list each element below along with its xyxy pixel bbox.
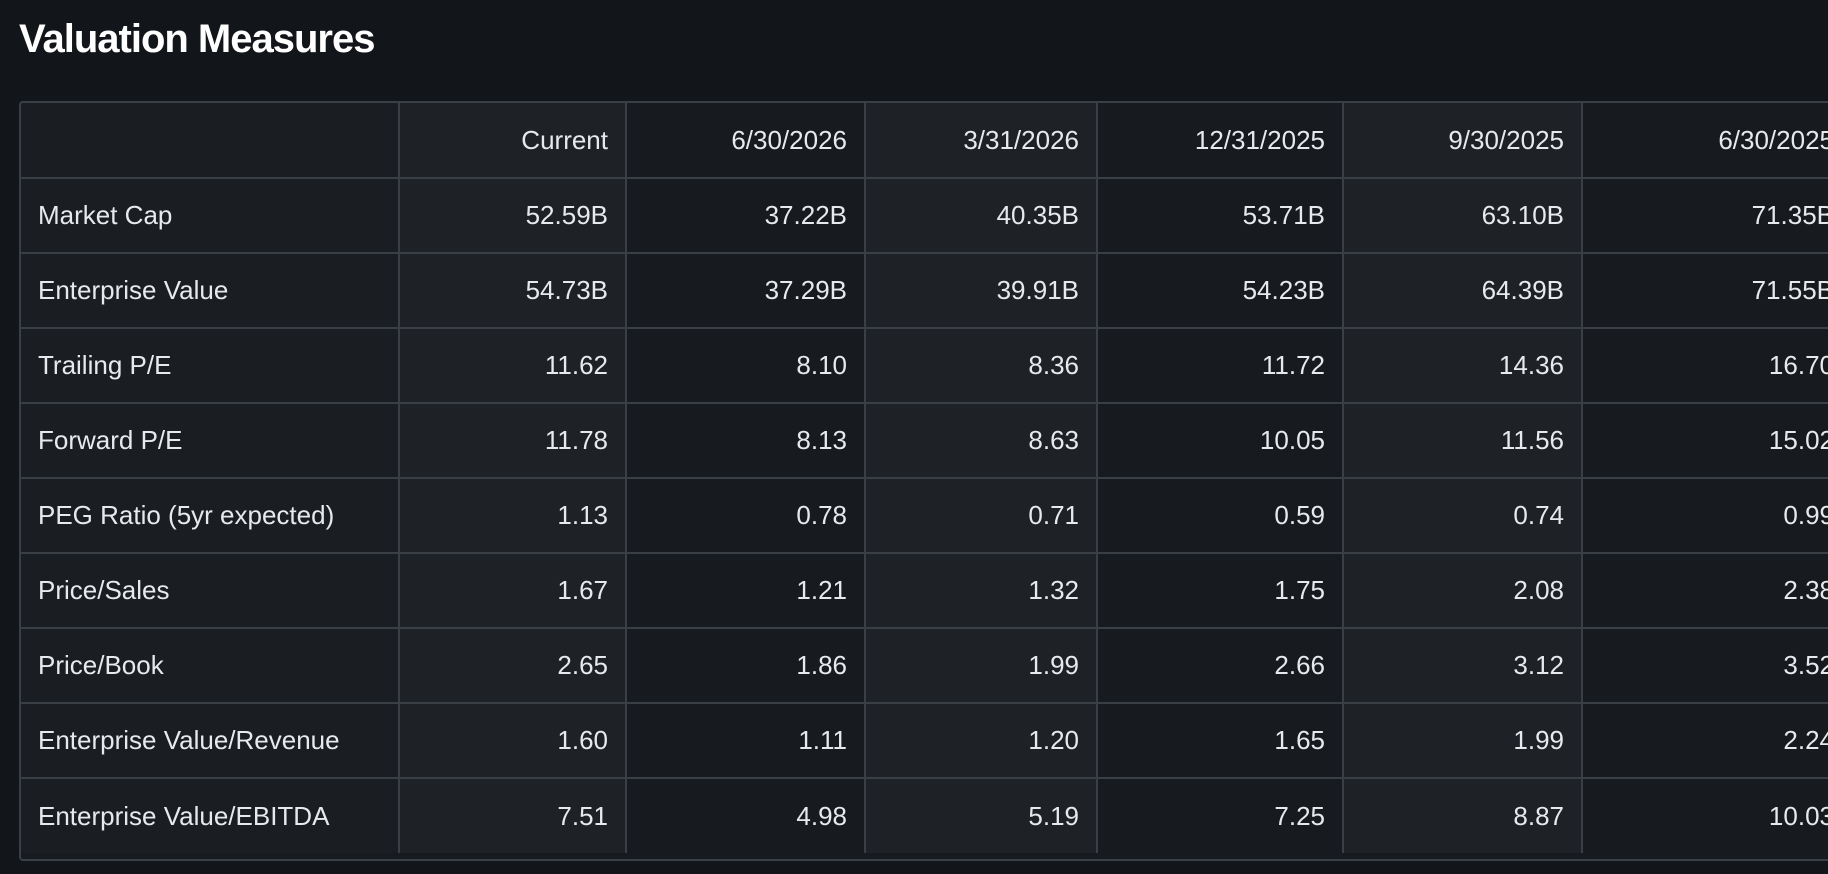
value-cell: 0.59 — [1097, 478, 1344, 554]
row-label-cell: Price/Sales — [21, 553, 400, 629]
value-cell: 11.78 — [399, 403, 627, 479]
value-cell: 2.38 — [1582, 553, 1828, 629]
value-cell: 1.11 — [626, 703, 866, 779]
value-cell: 1.86 — [626, 628, 866, 704]
header-cell-label — [21, 103, 400, 179]
value-cell: 37.22B — [626, 178, 866, 254]
value-cell: 71.55B — [1582, 253, 1828, 329]
value-cell: 37.29B — [626, 253, 866, 329]
value-cell: 39.91B — [865, 253, 1098, 329]
value-cell: 8.63 — [865, 403, 1098, 479]
table-row: Trailing P/E 11.62 8.10 8.36 11.72 14.36 16.70 — [21, 328, 1828, 404]
row-label-cell: Market Cap — [21, 178, 400, 254]
value-cell: 3.12 — [1343, 628, 1583, 704]
row-label-cell: PEG Ratio (5yr expected) — [21, 478, 400, 554]
value-cell: 11.72 — [1097, 328, 1344, 404]
table-row: Enterprise Value/Revenue 1.60 1.11 1.20 1.65… — [21, 703, 1828, 779]
value-cell: 1.67 — [399, 553, 627, 629]
value-cell: 7.25 — [1097, 778, 1344, 853]
value-cell: 8.13 — [626, 403, 866, 479]
value-cell: 10.05 — [1097, 403, 1344, 479]
value-cell: 2.24 — [1582, 703, 1828, 779]
value-cell: 8.87 — [1343, 778, 1583, 853]
value-cell: 11.62 — [399, 328, 627, 404]
header-cell-period: 6/30/2026 — [626, 103, 866, 179]
value-cell: 0.74 — [1343, 478, 1583, 554]
row-label-cell: Enterprise Value — [21, 253, 400, 329]
value-cell: 8.36 — [865, 328, 1098, 404]
row-label-cell: Enterprise Value/Revenue — [21, 703, 400, 779]
value-cell: 53.71B — [1097, 178, 1344, 254]
value-cell: 1.99 — [865, 628, 1098, 704]
value-cell: 1.21 — [626, 553, 866, 629]
value-cell: 0.99 — [1582, 478, 1828, 554]
value-cell: 15.02 — [1582, 403, 1828, 479]
value-cell: 2.65 — [399, 628, 627, 704]
table-row: Enterprise Value 54.73B 37.29B 39.91B 54.23B… — [21, 253, 1828, 329]
header-cell-period: 12/31/2025 — [1097, 103, 1344, 179]
value-cell: 54.23B — [1097, 253, 1344, 329]
row-label-cell: Price/Book — [21, 628, 400, 704]
value-cell: 14.36 — [1343, 328, 1583, 404]
table-header: Current 6/30/2026 3/31/2026 12/31/2025 9… — [21, 103, 1828, 179]
valuation-table-container: Current 6/30/2026 3/31/2026 12/31/2025 9… — [19, 101, 1828, 861]
value-cell: 1.20 — [865, 703, 1098, 779]
value-cell: 1.99 — [1343, 703, 1583, 779]
value-cell: 0.71 — [865, 478, 1098, 554]
table-row: Enterprise Value/EBITDA 7.51 4.98 5.19 7.25 8… — [21, 778, 1828, 853]
value-cell: 1.60 — [399, 703, 627, 779]
value-cell: 52.59B — [399, 178, 627, 254]
value-cell: 40.35B — [865, 178, 1098, 254]
section-title: Valuation Measures — [19, 17, 375, 61]
header-cell-period: 3/31/2026 — [865, 103, 1098, 179]
value-cell: 11.56 — [1343, 403, 1583, 479]
value-cell: 54.73B — [399, 253, 627, 329]
row-label-cell: Trailing P/E — [21, 328, 400, 404]
value-cell: 63.10B — [1343, 178, 1583, 254]
value-cell: 2.08 — [1343, 553, 1583, 629]
value-cell: 71.35B — [1582, 178, 1828, 254]
value-cell: 1.13 — [399, 478, 627, 554]
value-cell: 7.51 — [399, 778, 627, 853]
header-cell-period: 9/30/2025 — [1343, 103, 1583, 179]
value-cell: 64.39B — [1343, 253, 1583, 329]
value-cell: 3.52 — [1582, 628, 1828, 704]
value-cell: 1.65 — [1097, 703, 1344, 779]
row-label-cell: Enterprise Value/EBITDA — [21, 778, 400, 853]
value-cell: 0.78 — [626, 478, 866, 554]
header-cell-current: Current — [399, 103, 627, 179]
value-cell: 1.75 — [1097, 553, 1344, 629]
value-cell: 10.03 — [1582, 778, 1828, 853]
value-cell: 16.70 — [1582, 328, 1828, 404]
table-row: PEG Ratio (5yr expected) 1.13 0.78 0.71 0.59… — [21, 478, 1828, 554]
table-body: Market Cap 52.59B 37.22B 40.35B 53.71B 63.10B… — [21, 178, 1828, 853]
value-cell: 1.32 — [865, 553, 1098, 629]
value-cell: 2.66 — [1097, 628, 1344, 704]
header-cell-period: 6/30/2025 — [1582, 103, 1828, 179]
valuation-table: Current 6/30/2026 3/31/2026 12/31/2025 9… — [21, 103, 1828, 853]
value-cell: 8.10 — [626, 328, 866, 404]
table-row: Forward P/E 11.78 8.13 8.63 10.05 11.56 15.02 — [21, 403, 1828, 479]
header-row: Current 6/30/2026 3/31/2026 12/31/2025 9… — [21, 103, 1828, 179]
table-row: Market Cap 52.59B 37.22B 40.35B 53.71B 63.10B… — [21, 178, 1828, 254]
row-label-cell: Forward P/E — [21, 403, 400, 479]
value-cell: 5.19 — [865, 778, 1098, 853]
value-cell: 4.98 — [626, 778, 866, 853]
